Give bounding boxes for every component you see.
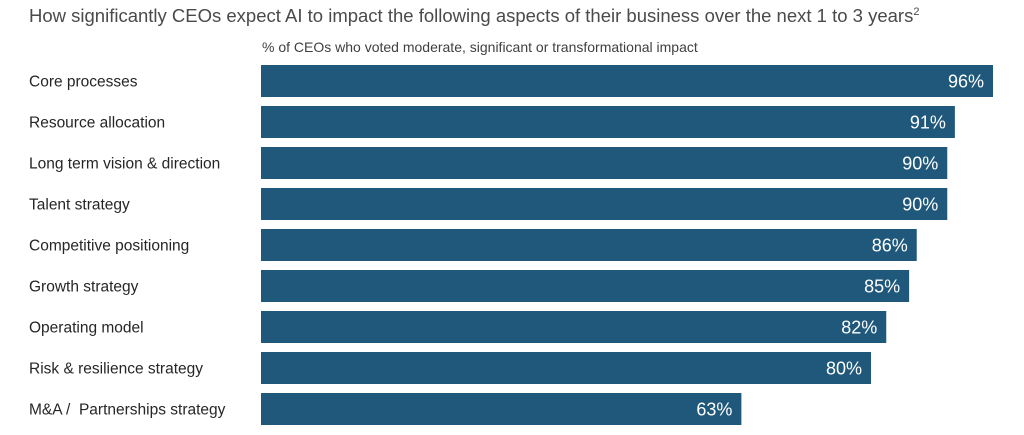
chart-subtitle: % of CEOs who voted moderate, significan… <box>262 39 698 55</box>
data-label: 96% <box>948 72 984 92</box>
bar-group: M&A / Partnerships strategy 63% <box>29 393 742 425</box>
bar <box>261 311 887 343</box>
category-label: Competitive positioning <box>29 238 189 255</box>
bar <box>261 270 910 302</box>
category-label: M&A / Partnerships strategy <box>29 402 226 419</box>
bar-group: Risk & resilience strategy 80% <box>29 352 871 384</box>
bar-group: Talent strategy 90% <box>29 188 948 220</box>
data-label: 80% <box>826 359 862 379</box>
data-label: 86% <box>872 236 908 256</box>
bar <box>261 352 871 384</box>
bar-group: Growth strategy 85% <box>29 270 910 302</box>
bar-group: Core processes 96% <box>29 65 993 97</box>
category-label: Talent strategy <box>29 197 130 214</box>
chart-title: How significantly CEOs expect AI to impa… <box>29 5 919 27</box>
category-label: Resource allocation <box>29 115 165 132</box>
bar <box>261 229 917 261</box>
category-label: Risk & resilience strategy <box>29 361 203 378</box>
bar <box>261 65 993 97</box>
bar <box>261 188 948 220</box>
category-label: Long term vision & direction <box>29 156 220 173</box>
bar-group: Long term vision & direction 90% <box>29 147 948 179</box>
data-label: 63% <box>696 400 732 420</box>
category-label: Growth strategy <box>29 279 139 296</box>
category-label: Operating model <box>29 320 144 337</box>
data-label: 82% <box>841 318 877 338</box>
category-label: Core processes <box>29 74 138 91</box>
bar-group: Competitive positioning 86% <box>29 229 917 261</box>
data-label: 90% <box>902 195 938 215</box>
bar <box>261 147 948 179</box>
bar-group: Resource allocation 91% <box>29 106 955 138</box>
data-label: 90% <box>902 154 938 174</box>
bar-group: Operating model 82% <box>29 311 887 343</box>
data-label: 91% <box>910 113 946 133</box>
data-label: 85% <box>864 277 900 297</box>
title-footnote: 2 <box>913 6 920 18</box>
bar <box>261 106 955 138</box>
bar <box>261 393 742 425</box>
chart-title-text: How significantly CEOs expect AI to impa… <box>29 5 914 26</box>
